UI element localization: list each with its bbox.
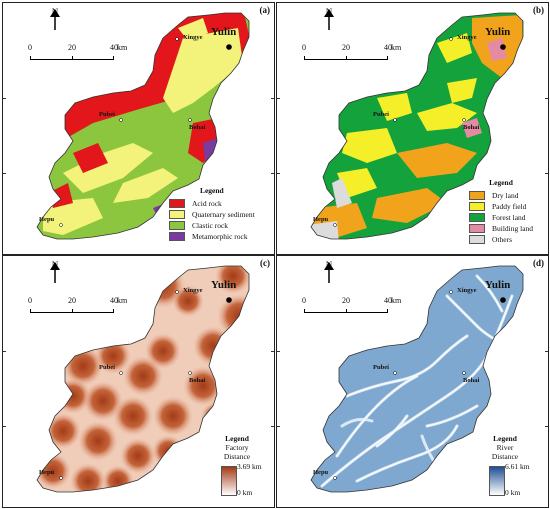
scale-bar: 0 20 40 km [25,296,145,318]
panel-tag: (d) [533,258,544,268]
panel-tag: (a) [259,5,271,15]
legend-max: 6.61 km [505,462,530,471]
place-yulin: Yulin [485,26,511,38]
place-pubei: Pubei [373,364,389,371]
place-pubei: Pubei [99,364,115,371]
place-bohai: Bohai [463,377,480,384]
place-yulin: Yulin [485,279,511,291]
legend-geology: Legend Acid rock Quaternary sediment Cla… [169,186,255,242]
map-panel-geology: (a) N 0 20 40 km Xingye Yulin Pubei Boha… [2,2,275,255]
yulin-marker [226,44,232,50]
north-arrow: N [319,8,339,30]
place-hepu: Hepu [313,216,329,223]
scale-bar: 0 20 40 km [299,296,419,318]
place-yulin: Yulin [211,279,237,291]
map-panel-river-distance: (d) N 0 20 40 km Xingye Yulin Pubei Boha… [276,255,549,508]
place-bohai: Bohai [189,377,206,384]
place-xingye: Xingye [457,34,477,41]
place-hepu: Hepu [313,469,329,476]
legend-min: 0 km [237,488,253,497]
map-panel-factory-distance: (c) N 0 20 40 km Xingye Yulin Pubei Boha… [2,255,275,508]
river-distance-map [310,265,524,493]
legend-factory-distance: Legend Factory Distance [223,434,251,461]
north-arrow: N [45,8,65,30]
factory-distance-map [36,265,250,493]
geology-map [36,12,250,240]
legend-min: 0 km [505,488,521,497]
place-hepu: Hepu [39,469,55,476]
legend-landuse: Legend Dry land Paddy field Forest land … [469,178,533,245]
legend-max: 3.69 km [237,462,262,471]
north-arrow: N [319,261,339,283]
legend-river-distance: Legend River Distance [491,434,519,461]
map-panel-landuse: (b) N 0 20 40 km Xingye Yulin Pubei Boha… [276,2,549,255]
place-bohai: Bohai [463,124,480,131]
panel-tag: (b) [533,5,544,15]
panel-tag: (c) [260,258,270,268]
place-xingye: Xingye [457,287,477,294]
place-hepu: Hepu [39,216,55,223]
place-yulin: Yulin [211,26,237,38]
scale-bar: 0 20 40 km [299,43,419,65]
scale-bar: 0 20 40 km [25,43,145,65]
place-xingye: Xingye [183,34,203,41]
place-pubei: Pubei [373,111,389,118]
place-bohai: Bohai [189,124,206,131]
gradient-bar [489,466,505,496]
landuse-map [310,12,524,240]
place-pubei: Pubei [99,111,115,118]
place-xingye: Xingye [183,287,203,294]
north-arrow: N [45,261,65,283]
gradient-bar [221,466,237,496]
